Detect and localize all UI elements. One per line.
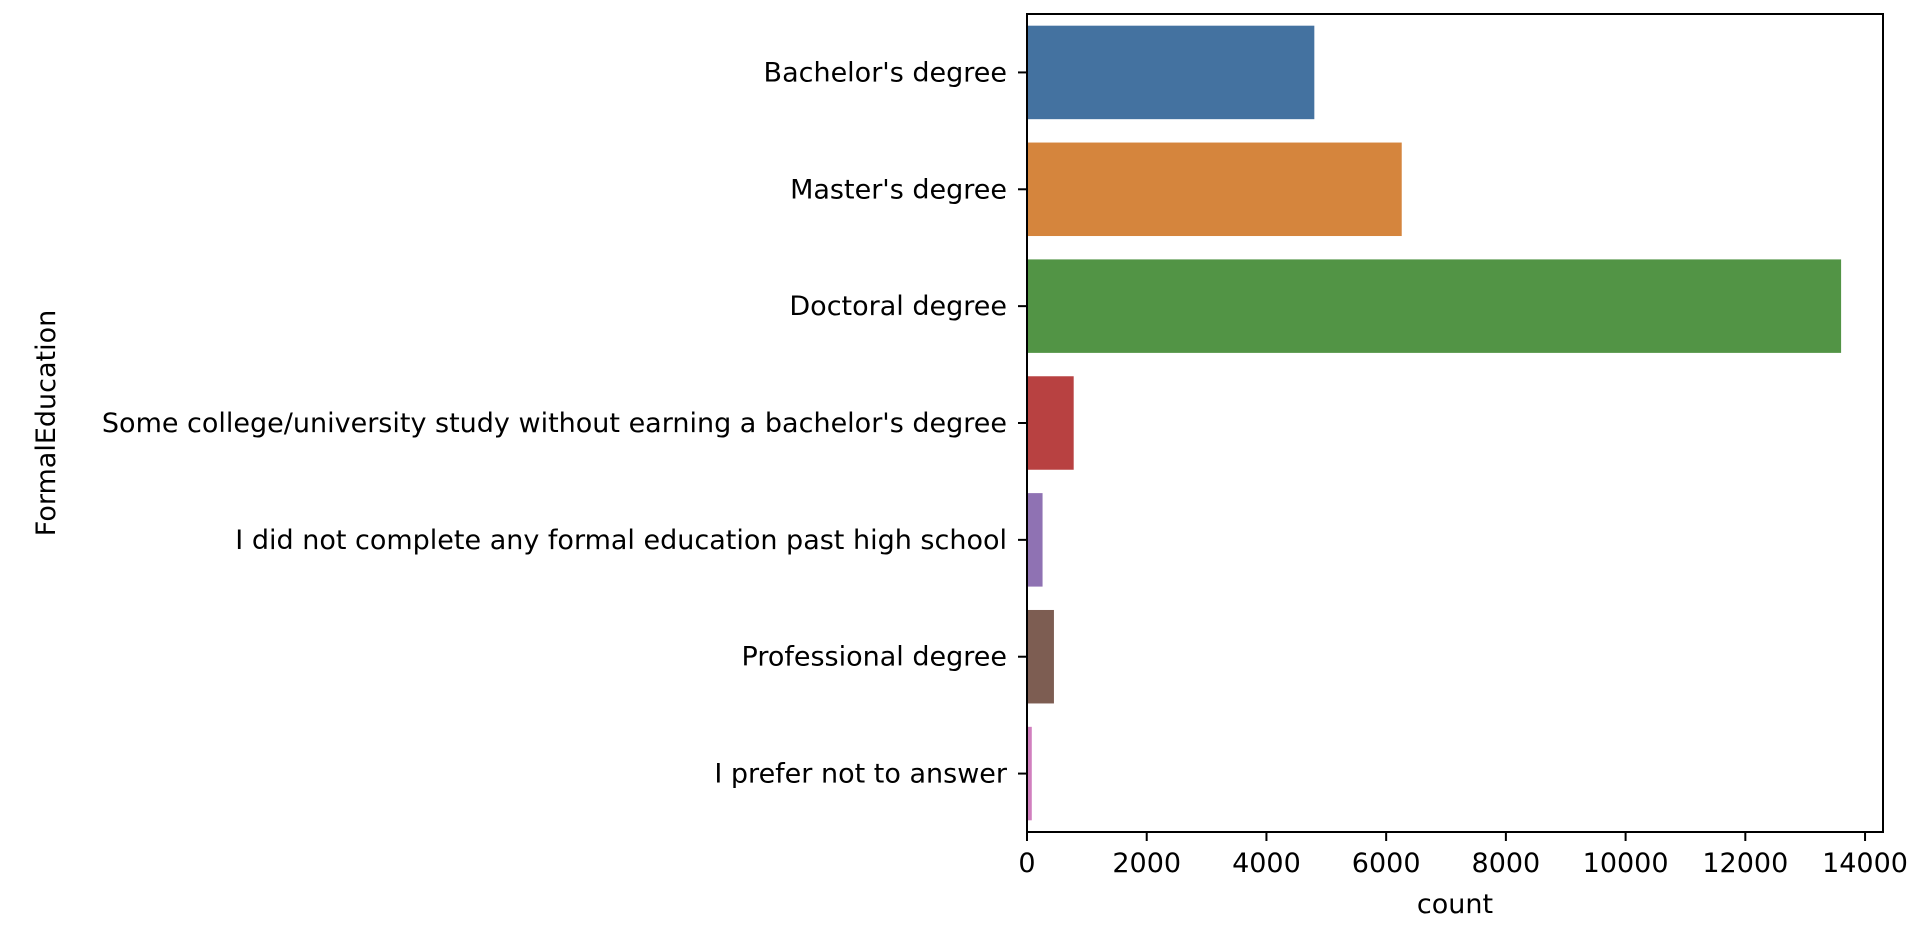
bar-0 (1027, 25, 1315, 120)
bars-group (1027, 25, 1842, 821)
y-tick-label: I did not complete any formal education … (235, 525, 1007, 556)
x-tick-label: 4000 (1232, 848, 1301, 879)
x-axis-ticks: 0 2000 4000 6000 8000 10000 12000 14000 (1018, 832, 1908, 879)
y-tick-label: I prefer not to answer (714, 759, 1008, 790)
y-tick-label: Professional degree (742, 642, 1007, 673)
bar-3 (1027, 376, 1074, 470)
x-tick-label: 6000 (1352, 848, 1421, 879)
y-axis-ticks: Bachelor's degree Master's degree Doctoral… (102, 57, 1027, 790)
x-tick-label: 12000 (1702, 848, 1788, 879)
bar-2 (1027, 259, 1842, 353)
x-tick-label: 10000 (1583, 848, 1669, 879)
bar-5 (1027, 609, 1054, 704)
y-tick-label: Some college/university study without ea… (102, 408, 1007, 439)
bar-1 (1027, 142, 1402, 237)
y-axis-label: FormalEducation (31, 310, 62, 536)
bar-4 (1027, 493, 1043, 587)
x-tick-label: 14000 (1822, 848, 1908, 879)
x-axis-label: count (1417, 889, 1493, 920)
y-tick-label: Doctoral degree (789, 291, 1007, 322)
bar-6 (1027, 726, 1032, 821)
y-tick-label: Master's degree (790, 174, 1007, 205)
x-tick-label: 2000 (1112, 848, 1181, 879)
x-tick-label: 8000 (1472, 848, 1541, 879)
plot-frame (1026, 13, 1884, 833)
y-tick-label: Bachelor's degree (764, 57, 1007, 88)
x-tick-label: 0 (1018, 848, 1035, 879)
